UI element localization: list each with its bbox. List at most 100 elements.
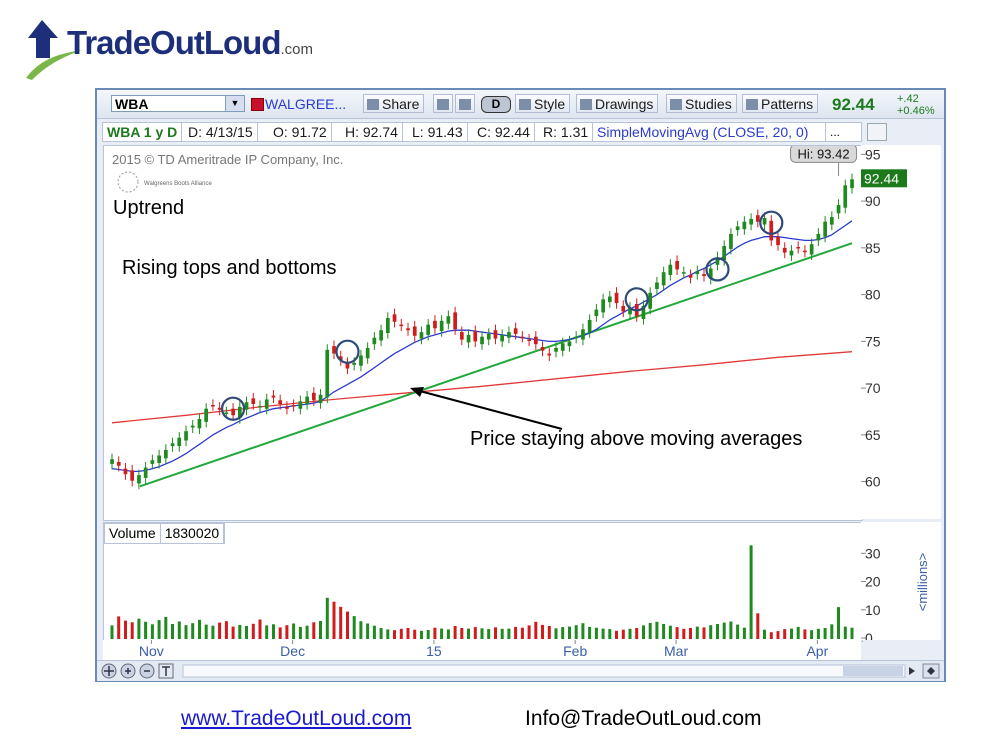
candle-body — [399, 324, 404, 327]
date-axis: Nov Dec 15 Feb Mar Apr — [103, 640, 861, 660]
candle — [466, 329, 471, 348]
candle — [164, 444, 168, 464]
alert-icon[interactable] — [251, 98, 264, 111]
candle — [655, 276, 659, 295]
candle — [433, 315, 437, 334]
volume-bar — [776, 631, 780, 639]
volume-axis-tick-label: 20 — [865, 574, 881, 590]
volume-bar — [292, 623, 296, 639]
candle-body — [211, 405, 215, 407]
candle — [850, 173, 854, 194]
volume-bar — [554, 628, 558, 639]
text-tool-icon[interactable] — [158, 663, 174, 679]
candle-body — [776, 236, 780, 246]
candle-body — [608, 296, 612, 303]
zoom-toggle-button[interactable] — [867, 123, 887, 141]
volume-bar — [662, 624, 666, 639]
study-label[interactable]: SimpleMovingAvg (CLOSE, 20, 0) — [597, 124, 809, 140]
wrench-button[interactable] — [455, 94, 475, 113]
volume-bar — [682, 628, 686, 639]
candle — [338, 350, 343, 366]
candle — [305, 390, 309, 410]
candle — [238, 401, 242, 424]
style-button[interactable]: Style — [515, 94, 571, 113]
price-axis-tick-label: 90 — [865, 193, 881, 209]
candle — [251, 392, 256, 410]
zoom-out-icon[interactable] — [139, 663, 155, 679]
candle — [419, 326, 424, 345]
candle — [486, 328, 491, 346]
candle — [493, 324, 498, 345]
aggregation-d-button[interactable]: D — [481, 96, 511, 113]
candle-body — [688, 275, 693, 278]
volume-bar — [144, 621, 148, 639]
candle — [567, 335, 572, 352]
scissors-button[interactable] — [433, 94, 453, 113]
candle — [217, 402, 222, 416]
patterns-button[interactable]: Patterns — [742, 94, 819, 113]
website-link[interactable]: www.TradeOutLoud.com — [181, 707, 412, 730]
candle — [453, 306, 457, 335]
candle — [190, 419, 195, 434]
candle-body — [708, 268, 713, 279]
volume-bar — [594, 627, 598, 639]
candle-body — [217, 407, 222, 410]
volume-axis-tick-label: 30 — [865, 545, 881, 561]
company-name[interactable]: WALGREE... — [265, 96, 347, 112]
candle — [756, 209, 760, 228]
volume-bar — [272, 624, 275, 639]
candle — [695, 265, 700, 280]
drawings-button[interactable]: Drawings — [576, 94, 659, 113]
walgreens-logo-text: Walgreens Boots Alliance — [144, 181, 212, 187]
price-chart-panel: 2015 © TD Ameritrade IP Company, Inc. Wa… — [103, 145, 863, 521]
scroll-right-icon[interactable] — [909, 667, 915, 675]
candle — [789, 245, 794, 262]
candle-body — [742, 221, 747, 230]
studies-button[interactable]: Studies — [666, 94, 737, 113]
candle-body — [661, 272, 666, 286]
volume-bar — [534, 621, 538, 639]
volume-bar — [736, 624, 740, 639]
candle — [285, 401, 289, 415]
symbol-period-label[interactable]: WBA 1 y D — [103, 123, 183, 141]
volume-bar — [763, 629, 766, 639]
volume-bar — [709, 625, 713, 639]
candle-body — [782, 247, 787, 253]
horizontal-scrollbar[interactable] — [182, 664, 906, 678]
share-button[interactable]: Share — [363, 94, 425, 113]
contact-email: Info@TradeOutLoud.com — [525, 707, 762, 730]
symbol-dropdown-icon[interactable]: ▼ — [225, 96, 244, 111]
candle-body — [123, 468, 128, 475]
volume-chart[interactable] — [104, 523, 862, 641]
candle-body — [601, 299, 605, 313]
candle — [776, 231, 780, 251]
candle — [803, 245, 807, 258]
volume-bar — [608, 629, 612, 639]
brand-name: TradeOutLoud.com — [67, 24, 314, 61]
zoom-in-icon[interactable] — [120, 663, 136, 679]
symbol-input[interactable]: WBA ▼ — [111, 95, 245, 112]
candle — [473, 325, 478, 348]
candle-body — [850, 179, 854, 189]
candle — [735, 220, 740, 236]
candle-body — [150, 460, 155, 464]
volume-bar — [494, 627, 497, 639]
volume-bar — [601, 628, 605, 639]
volume-bar — [722, 622, 726, 639]
study-more-button[interactable]: ... — [825, 123, 844, 141]
candle-body — [513, 328, 518, 334]
candle-body — [655, 282, 659, 289]
logo-arrow-icon — [28, 20, 58, 58]
candle-body — [473, 331, 478, 342]
volume-bar — [796, 626, 800, 639]
pan-icon[interactable] — [101, 663, 117, 679]
candle-body — [345, 362, 350, 369]
highlight-circle-icon — [705, 257, 730, 282]
candle — [782, 242, 787, 259]
candle-body — [460, 332, 464, 340]
price-chart[interactable]: Hi: 93.42 — [104, 146, 862, 520]
candle-body — [204, 408, 208, 422]
scroll-end-icon[interactable] — [922, 663, 940, 679]
candle — [682, 266, 686, 278]
candle — [513, 322, 518, 340]
